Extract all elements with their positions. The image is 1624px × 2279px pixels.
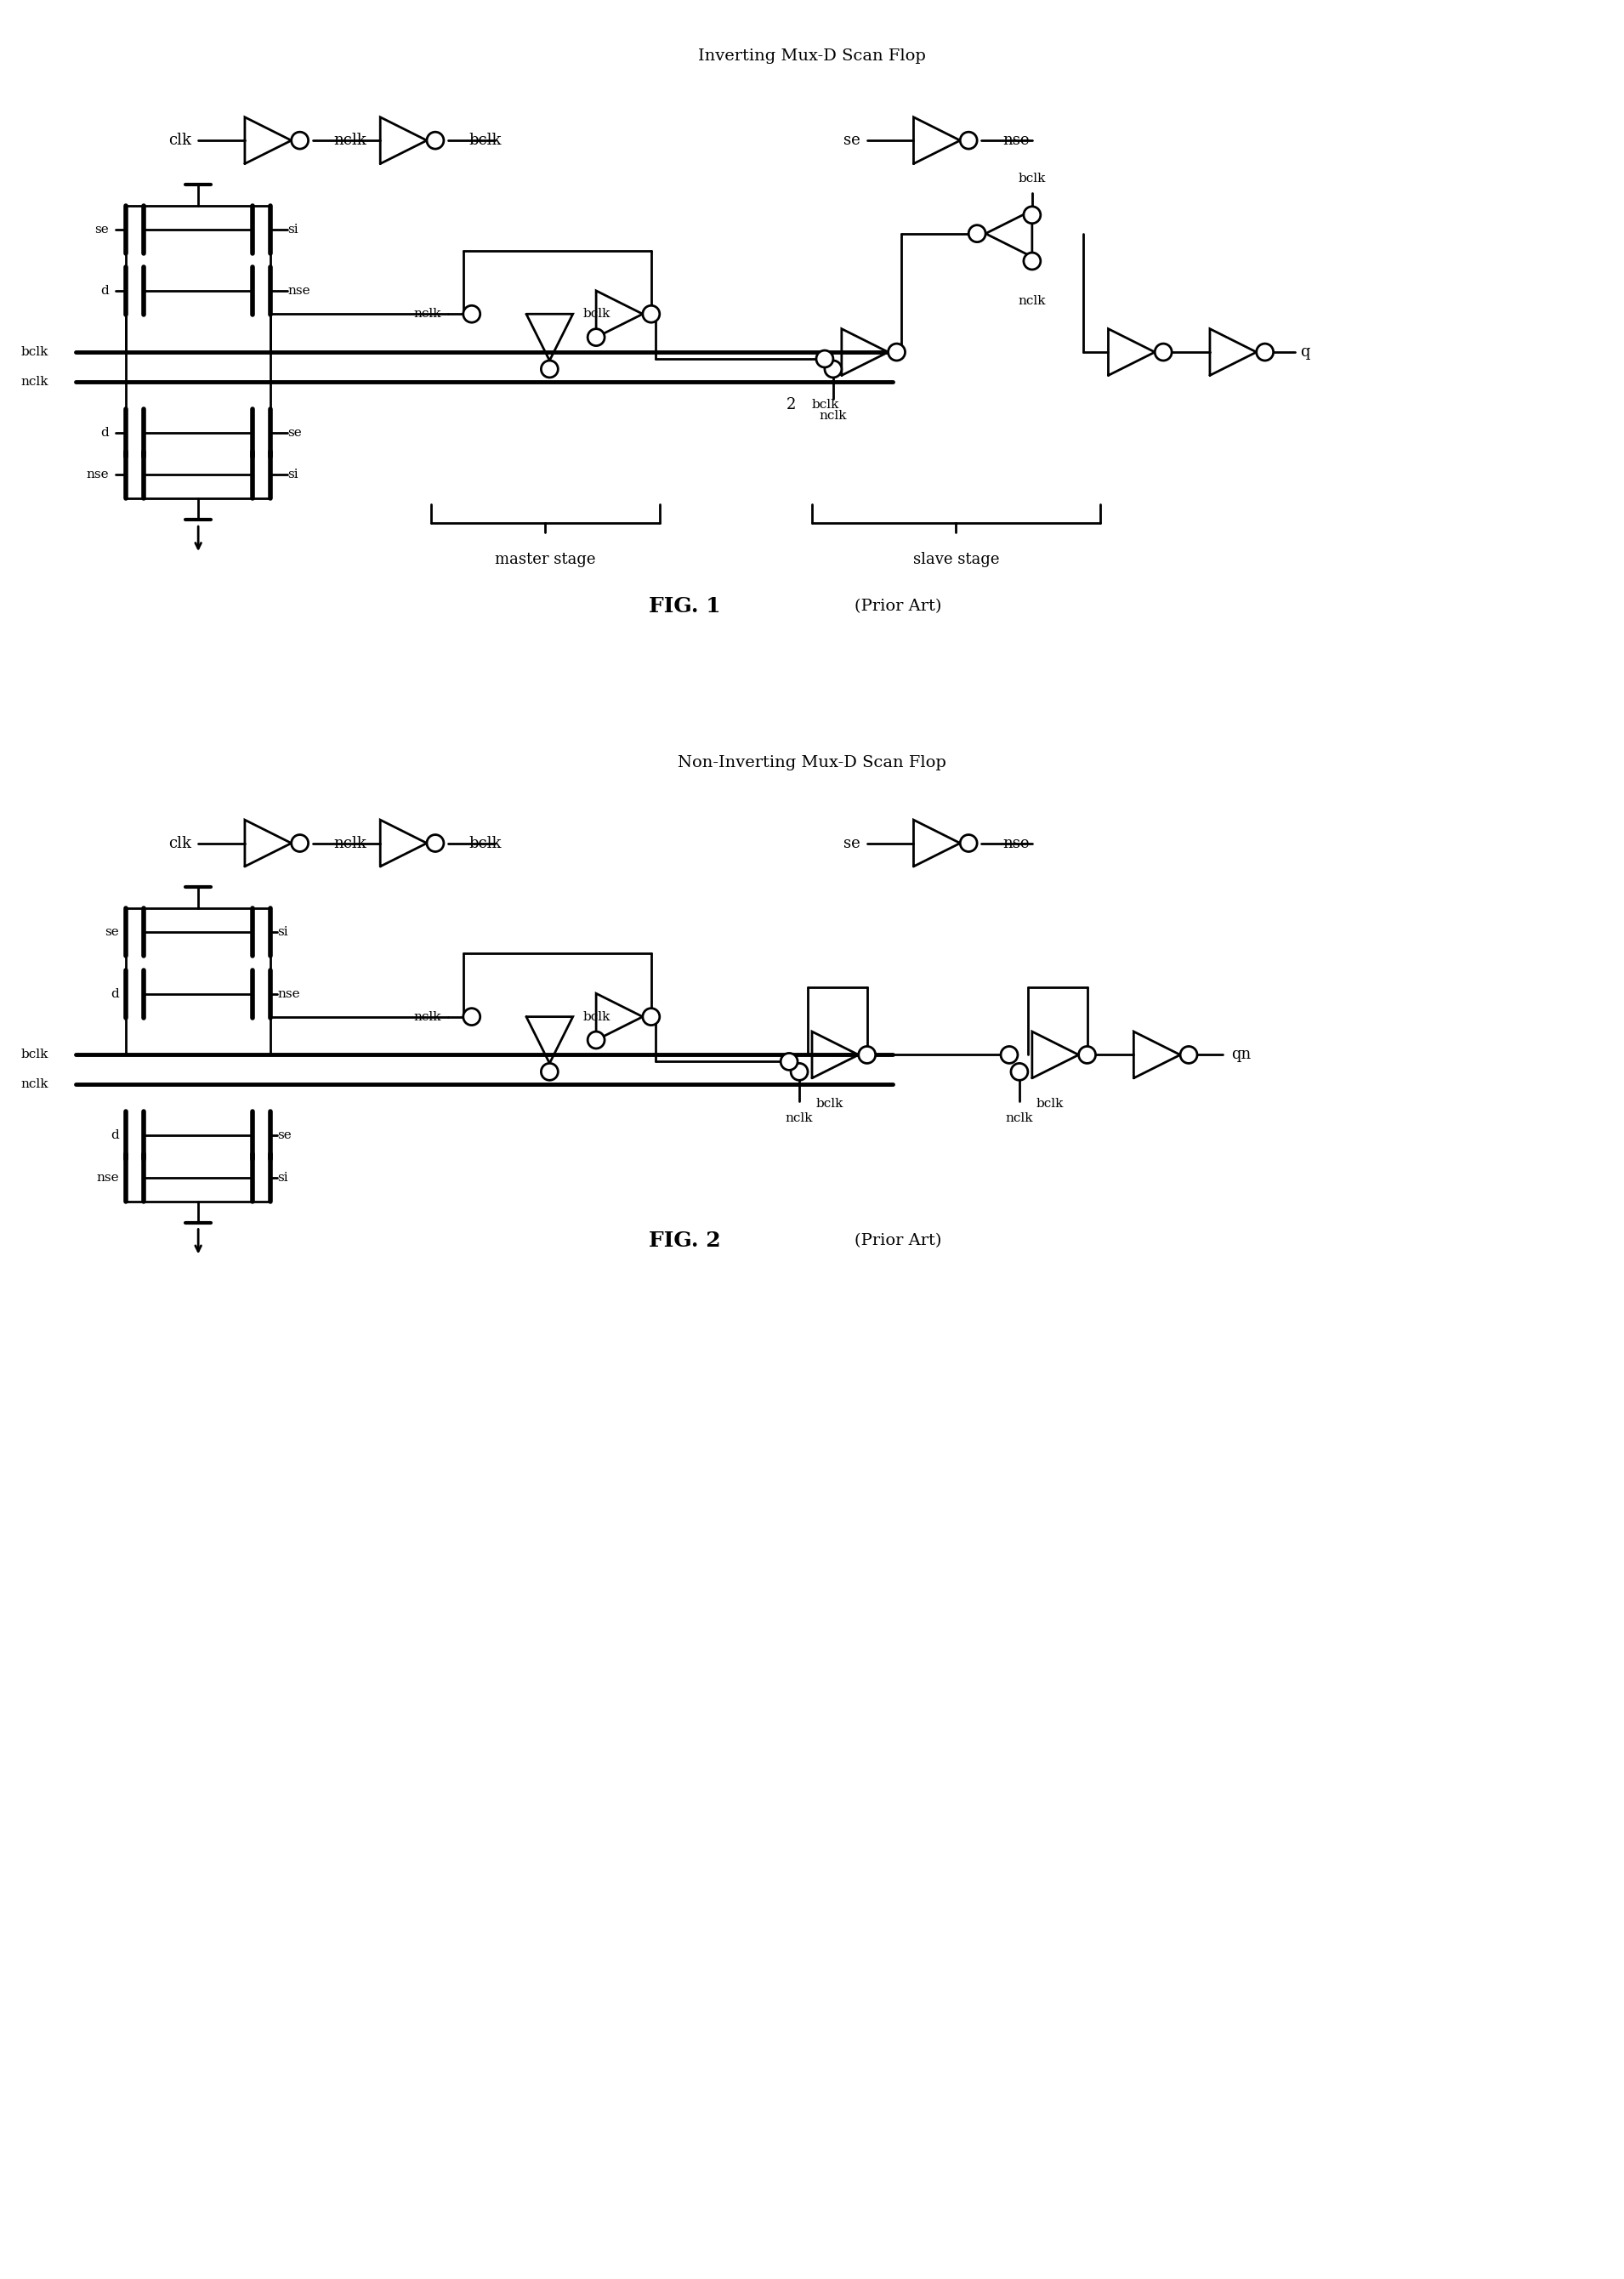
Circle shape bbox=[541, 1064, 559, 1080]
Text: clk: clk bbox=[169, 132, 192, 148]
Text: bclk: bclk bbox=[21, 1048, 49, 1060]
Text: nse: nse bbox=[287, 285, 310, 296]
Circle shape bbox=[888, 344, 905, 360]
Text: nclk: nclk bbox=[786, 1112, 814, 1124]
Text: se: se bbox=[843, 132, 861, 148]
Text: (Prior Art): (Prior Art) bbox=[854, 599, 942, 613]
Circle shape bbox=[291, 132, 309, 148]
Text: nclk: nclk bbox=[333, 132, 367, 148]
Circle shape bbox=[1257, 344, 1273, 360]
Circle shape bbox=[643, 305, 659, 321]
Text: bclk: bclk bbox=[583, 1012, 611, 1023]
Circle shape bbox=[781, 1053, 797, 1071]
Text: nclk: nclk bbox=[333, 836, 367, 850]
Text: si: si bbox=[287, 469, 299, 481]
Text: nclk: nclk bbox=[414, 308, 442, 319]
Text: d: d bbox=[110, 987, 119, 1000]
Text: se: se bbox=[287, 426, 302, 438]
Text: se: se bbox=[278, 1130, 292, 1142]
Text: se: se bbox=[94, 223, 109, 235]
Text: nse: nse bbox=[1002, 132, 1030, 148]
Circle shape bbox=[791, 1064, 807, 1080]
Circle shape bbox=[588, 328, 604, 346]
Text: nse: nse bbox=[278, 987, 300, 1000]
Text: q: q bbox=[1301, 344, 1311, 360]
Text: nclk: nclk bbox=[21, 376, 49, 387]
Text: bclk: bclk bbox=[469, 132, 502, 148]
Text: bclk: bclk bbox=[1036, 1098, 1064, 1110]
Text: nclk: nclk bbox=[21, 1078, 49, 1089]
Text: nse: nse bbox=[96, 1171, 119, 1183]
Text: se: se bbox=[843, 836, 861, 850]
Text: nclk: nclk bbox=[820, 410, 848, 422]
Circle shape bbox=[463, 305, 481, 321]
Text: nclk: nclk bbox=[414, 1012, 442, 1023]
Text: nclk: nclk bbox=[1018, 296, 1046, 308]
Text: d: d bbox=[101, 426, 109, 438]
Text: bclk: bclk bbox=[812, 399, 840, 410]
Text: clk: clk bbox=[169, 836, 192, 850]
Text: bclk: bclk bbox=[817, 1098, 844, 1110]
Text: FIG. 2: FIG. 2 bbox=[650, 1231, 721, 1251]
Text: d: d bbox=[101, 285, 109, 296]
Text: bclk: bclk bbox=[21, 346, 49, 358]
Circle shape bbox=[1078, 1046, 1096, 1064]
Circle shape bbox=[1010, 1064, 1028, 1080]
Circle shape bbox=[960, 132, 978, 148]
Circle shape bbox=[968, 226, 986, 242]
Circle shape bbox=[588, 1032, 604, 1048]
Text: bclk: bclk bbox=[469, 836, 502, 850]
Circle shape bbox=[427, 132, 443, 148]
Circle shape bbox=[1181, 1046, 1197, 1064]
Text: si: si bbox=[278, 1171, 287, 1183]
Circle shape bbox=[541, 360, 559, 378]
Text: si: si bbox=[287, 223, 299, 235]
Circle shape bbox=[1023, 207, 1041, 223]
Text: slave stage: slave stage bbox=[913, 552, 999, 567]
Circle shape bbox=[291, 834, 309, 852]
Text: qn: qn bbox=[1231, 1046, 1250, 1062]
Text: FIG. 1: FIG. 1 bbox=[650, 595, 721, 615]
Text: d: d bbox=[110, 1130, 119, 1142]
Text: se: se bbox=[106, 925, 119, 939]
Circle shape bbox=[427, 834, 443, 852]
Text: nse: nse bbox=[1002, 836, 1030, 850]
Text: Non-Inverting Mux-D Scan Flop: Non-Inverting Mux-D Scan Flop bbox=[677, 754, 947, 770]
Text: 2: 2 bbox=[786, 397, 796, 412]
Text: si: si bbox=[278, 925, 287, 939]
Text: nse: nse bbox=[86, 469, 109, 481]
Text: nclk: nclk bbox=[1005, 1112, 1033, 1124]
Circle shape bbox=[960, 834, 978, 852]
Circle shape bbox=[1023, 253, 1041, 269]
Circle shape bbox=[1000, 1046, 1018, 1064]
Circle shape bbox=[643, 1007, 659, 1026]
Circle shape bbox=[825, 360, 841, 378]
Circle shape bbox=[463, 1007, 481, 1026]
Text: Inverting Mux-D Scan Flop: Inverting Mux-D Scan Flop bbox=[698, 48, 926, 64]
Circle shape bbox=[817, 351, 833, 367]
Text: bclk: bclk bbox=[1018, 173, 1046, 185]
Circle shape bbox=[859, 1046, 875, 1064]
Circle shape bbox=[1155, 344, 1173, 360]
Text: (Prior Art): (Prior Art) bbox=[854, 1233, 942, 1249]
Text: master stage: master stage bbox=[495, 552, 596, 567]
Text: bclk: bclk bbox=[583, 308, 611, 319]
